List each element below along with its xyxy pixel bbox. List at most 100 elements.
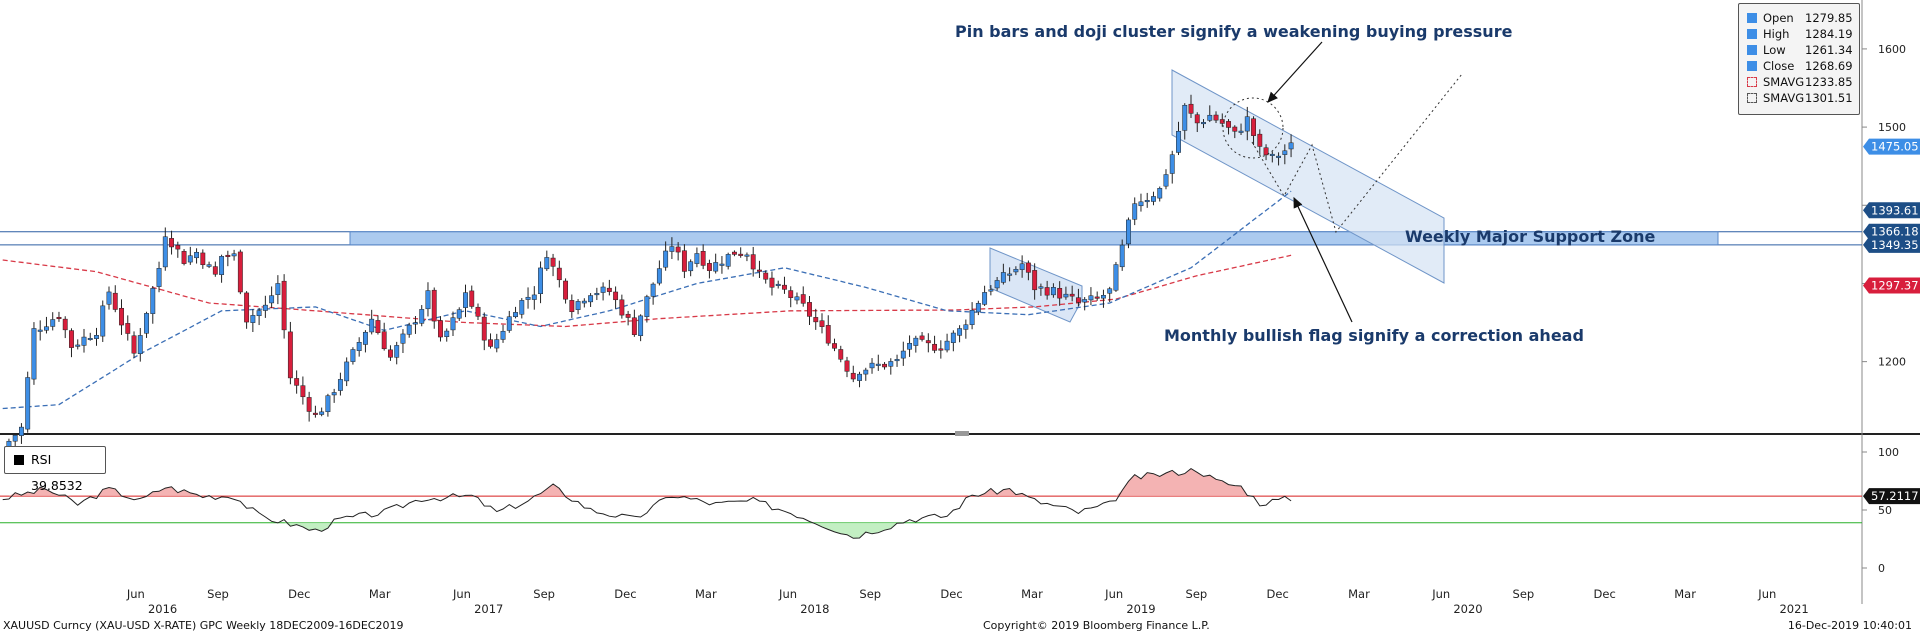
price-y-tick-label: 1500 bbox=[1878, 121, 1906, 134]
candle-body bbox=[306, 397, 312, 412]
candle-body bbox=[350, 349, 356, 362]
x-year-label: 2020 bbox=[1453, 602, 1482, 616]
candle bbox=[807, 295, 812, 325]
legend-item: High 1284.19 bbox=[1747, 26, 1857, 42]
candle bbox=[625, 310, 631, 326]
candle-body bbox=[475, 306, 481, 317]
candle-body bbox=[206, 264, 212, 267]
price-y-tick-label: 1200 bbox=[1878, 356, 1906, 369]
candle-body bbox=[1013, 268, 1019, 273]
candle-body bbox=[231, 253, 237, 257]
candle-body bbox=[1075, 297, 1081, 303]
candle-body bbox=[919, 335, 925, 340]
candle bbox=[344, 357, 350, 387]
x-month-label: Jun bbox=[1757, 587, 1776, 601]
candle-body bbox=[775, 283, 781, 286]
rsi-badge-label: 57.2117 bbox=[1871, 489, 1919, 503]
candle bbox=[675, 242, 681, 261]
candle-body bbox=[275, 283, 281, 295]
candle bbox=[463, 284, 468, 318]
candle bbox=[600, 282, 606, 301]
candle-body bbox=[719, 263, 725, 266]
x-month-label: Sep bbox=[859, 587, 881, 601]
candle-body bbox=[1094, 296, 1100, 299]
candle-body bbox=[62, 318, 68, 331]
rsi-oversold-fill bbox=[2, 522, 1292, 539]
candle-body bbox=[1050, 287, 1056, 296]
candle bbox=[1282, 144, 1288, 165]
candle bbox=[613, 286, 619, 309]
candle-body bbox=[1169, 154, 1175, 174]
legend-swatch bbox=[1747, 93, 1757, 103]
candle-body bbox=[1101, 295, 1106, 299]
candle-body bbox=[162, 236, 168, 268]
candle-body bbox=[588, 295, 594, 303]
legend-item: SMAVG 1301.51 bbox=[1747, 90, 1857, 106]
candle bbox=[225, 250, 231, 267]
candle-body bbox=[1176, 130, 1181, 153]
candle-body bbox=[394, 345, 400, 358]
candle bbox=[350, 347, 356, 365]
legend-item: Low 1261.34 bbox=[1747, 42, 1857, 58]
candle bbox=[594, 287, 600, 301]
price-badge: 1349.35 bbox=[1863, 236, 1920, 253]
candle-body bbox=[81, 336, 87, 346]
candle bbox=[713, 253, 719, 274]
candle bbox=[1057, 281, 1063, 306]
candle bbox=[1038, 283, 1044, 296]
candle-body bbox=[256, 310, 262, 317]
candle-body bbox=[50, 319, 56, 327]
candle bbox=[1007, 267, 1013, 282]
candle bbox=[882, 362, 887, 370]
candle bbox=[450, 311, 456, 337]
candle-body bbox=[1063, 293, 1069, 298]
candle-body bbox=[857, 373, 862, 381]
x-month-label: Jun bbox=[126, 587, 145, 601]
candle bbox=[488, 333, 493, 349]
candle-body bbox=[12, 434, 18, 442]
candle-body bbox=[744, 254, 750, 257]
candle-body bbox=[938, 348, 944, 351]
candle bbox=[94, 327, 99, 346]
candle-body bbox=[463, 292, 468, 308]
candle bbox=[187, 246, 193, 265]
legend-item: Close 1268.69 bbox=[1747, 58, 1857, 74]
candle-body bbox=[1057, 288, 1063, 299]
candle bbox=[538, 261, 543, 304]
candle-body bbox=[1025, 262, 1031, 273]
candle-body bbox=[1276, 155, 1282, 158]
candle bbox=[312, 405, 318, 418]
price-badge-shape bbox=[1863, 223, 1920, 240]
candle bbox=[62, 316, 68, 339]
candle bbox=[1132, 197, 1138, 226]
candle-body bbox=[194, 251, 200, 259]
candle-body bbox=[606, 287, 612, 292]
candle bbox=[1207, 105, 1213, 123]
candle-body bbox=[694, 253, 700, 264]
bullish-flag-annotation: Monthly bullish flag signify a correctio… bbox=[1164, 326, 1584, 345]
candle bbox=[944, 333, 950, 353]
candle bbox=[813, 308, 819, 330]
candle-body bbox=[169, 238, 174, 248]
candle-body bbox=[882, 363, 887, 368]
candle bbox=[563, 278, 569, 304]
candle bbox=[907, 335, 912, 357]
candle bbox=[262, 295, 268, 318]
candle bbox=[1032, 263, 1038, 300]
candle-body bbox=[1138, 201, 1144, 207]
candle bbox=[982, 285, 988, 306]
candle-body bbox=[19, 426, 24, 436]
candle bbox=[256, 307, 262, 326]
candle bbox=[794, 292, 800, 305]
candle-body bbox=[675, 246, 681, 253]
candle bbox=[832, 338, 837, 352]
candle bbox=[556, 260, 562, 288]
doji-cluster-circle bbox=[1222, 97, 1284, 159]
candle-body bbox=[456, 309, 462, 319]
candle-body bbox=[894, 359, 900, 362]
price-badge-label: 1366.18 bbox=[1871, 225, 1919, 239]
candle-body bbox=[431, 289, 437, 322]
candle bbox=[337, 372, 343, 396]
candle bbox=[331, 388, 337, 403]
